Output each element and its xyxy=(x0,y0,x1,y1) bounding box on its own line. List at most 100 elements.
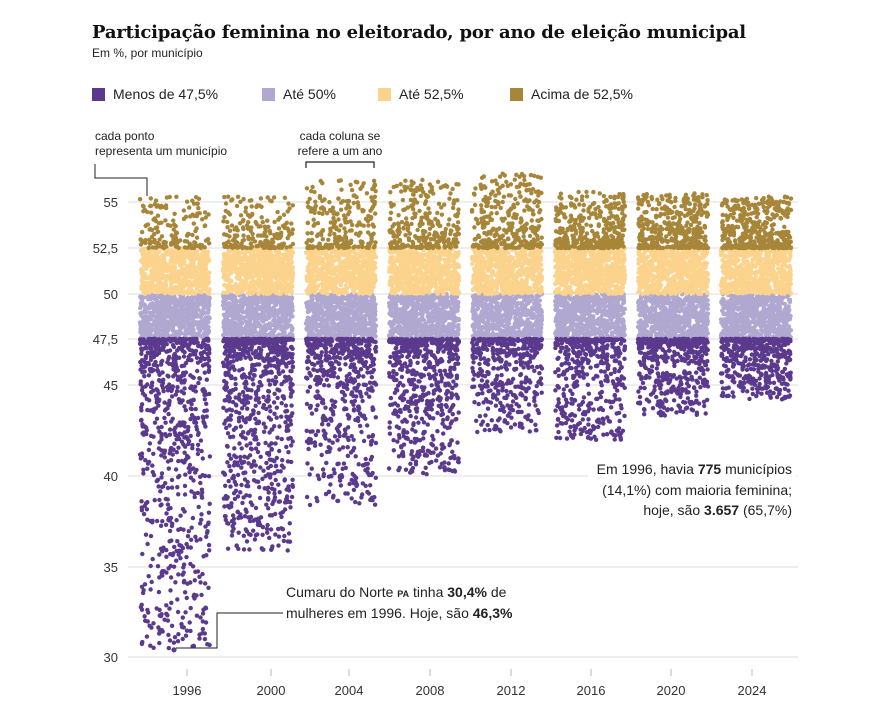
data-point xyxy=(239,446,244,451)
data-point xyxy=(169,600,174,605)
data-point xyxy=(277,490,282,495)
data-point xyxy=(265,195,270,200)
data-point xyxy=(207,315,212,321)
data-point xyxy=(191,387,196,393)
data-point xyxy=(268,231,273,236)
data-point xyxy=(160,253,165,258)
data-point xyxy=(235,233,240,238)
data-point xyxy=(261,394,266,400)
data-point xyxy=(244,529,250,534)
legend-item-ate-52: Até 52,5% xyxy=(378,86,464,102)
data-point xyxy=(181,354,187,359)
data-point xyxy=(229,223,235,228)
data-point xyxy=(149,258,154,263)
data-point xyxy=(138,242,144,247)
data-point xyxy=(260,220,265,225)
data-point xyxy=(142,614,147,619)
data-point xyxy=(167,606,172,611)
data-point xyxy=(283,355,289,361)
data-point xyxy=(289,314,294,319)
data-point xyxy=(248,441,253,446)
data-point xyxy=(238,490,243,495)
data-point xyxy=(183,472,188,477)
data-point xyxy=(138,330,143,335)
data-point xyxy=(160,327,166,332)
data-point xyxy=(243,355,248,360)
data-point xyxy=(185,266,191,271)
data-point xyxy=(248,304,254,309)
data-point xyxy=(204,534,209,539)
data-point xyxy=(244,539,250,544)
data-point xyxy=(161,290,167,295)
data-point xyxy=(284,378,289,383)
data-point xyxy=(198,474,203,479)
data-point xyxy=(200,626,206,632)
data-point xyxy=(205,642,210,647)
data-point xyxy=(222,385,227,391)
data-point xyxy=(158,523,164,528)
data-point xyxy=(285,309,290,314)
data-point xyxy=(230,348,235,353)
data-point xyxy=(138,418,144,423)
data-point xyxy=(178,278,183,283)
data-point xyxy=(145,263,151,268)
data-point xyxy=(242,477,248,482)
data-point xyxy=(287,317,292,323)
data-point xyxy=(206,542,212,548)
data-point xyxy=(204,256,209,261)
legend-label: Menos de 47,5% xyxy=(113,86,219,102)
data-point xyxy=(272,318,277,323)
data-point xyxy=(234,245,239,250)
data-point xyxy=(225,219,230,225)
data-point xyxy=(156,425,161,430)
data-point xyxy=(176,572,181,577)
data-point xyxy=(191,478,196,483)
data-point xyxy=(193,320,198,326)
data-point xyxy=(268,527,274,532)
data-point xyxy=(272,424,277,429)
data-point xyxy=(155,477,161,482)
data-point xyxy=(240,315,245,320)
data-point xyxy=(238,243,244,248)
data-point xyxy=(253,505,259,511)
data-point xyxy=(175,320,181,326)
data-point xyxy=(173,425,178,430)
data-point xyxy=(235,240,240,245)
data-point xyxy=(199,253,204,258)
data-point xyxy=(223,349,229,354)
data-point xyxy=(202,408,207,414)
data-point xyxy=(234,225,239,230)
data-point xyxy=(276,482,281,487)
data-point xyxy=(263,368,268,373)
data-point xyxy=(143,310,148,315)
data-point xyxy=(280,300,286,305)
data-point xyxy=(207,287,212,292)
data-point xyxy=(257,495,263,501)
data-point xyxy=(238,213,244,218)
data-point xyxy=(244,309,249,314)
data-point xyxy=(188,406,193,411)
data-point xyxy=(179,621,184,627)
data-point xyxy=(181,391,187,396)
data-point xyxy=(182,483,188,489)
data-point xyxy=(260,547,265,552)
data-point xyxy=(143,361,149,366)
data-point xyxy=(289,369,294,374)
data-point xyxy=(262,278,268,283)
legend-label: Até 52,5% xyxy=(399,86,464,102)
data-point xyxy=(206,367,212,373)
data-point xyxy=(169,477,175,483)
data-point xyxy=(154,518,160,524)
data-point xyxy=(143,355,148,361)
data-point xyxy=(285,313,290,318)
data-point xyxy=(258,240,263,245)
data-point xyxy=(257,203,262,208)
data-point xyxy=(285,459,291,464)
data-point xyxy=(166,265,171,271)
data-point xyxy=(239,297,244,302)
data-point xyxy=(159,295,165,300)
data-point xyxy=(188,373,193,378)
data-point xyxy=(249,204,254,209)
data-point xyxy=(284,220,289,225)
data-point xyxy=(266,497,271,502)
